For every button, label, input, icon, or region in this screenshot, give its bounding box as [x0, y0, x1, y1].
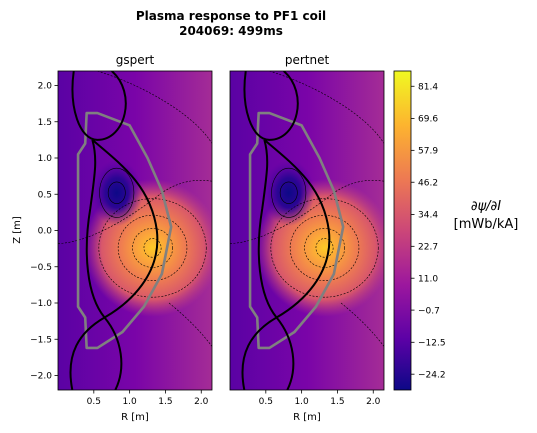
y-tick-label-3: 0.5 — [38, 190, 52, 200]
flux-minimum-pertnet — [263, 159, 315, 226]
colorbar-gradient — [394, 71, 411, 390]
flux-heatmap-gspert — [58, 71, 221, 390]
x-tick-label-2: 1.5 — [158, 397, 172, 407]
flux-minimum-gspert — [91, 159, 143, 226]
x-axis-label-gspert: R [m] — [121, 412, 149, 423]
colorbar-tick-label-0: 81.4 — [418, 82, 438, 92]
y-tick-label-6: −1.0 — [30, 299, 52, 309]
y-tick-label-4: 0.0 — [38, 227, 53, 237]
x-axis-label-pertnet: R [m] — [293, 412, 321, 423]
colorbar-tick-label-6: 11.0 — [418, 274, 438, 284]
colorbar-tick-label-3: 46.2 — [418, 178, 438, 188]
y-tick-label-5: −0.5 — [30, 263, 52, 273]
panel-title-gspert: gspert — [116, 53, 155, 67]
y-axis-label: Z [m] — [12, 216, 23, 244]
x-tick-label-1: 1.0 — [294, 397, 309, 407]
x-tick-label-0: 0.5 — [259, 397, 273, 407]
colorbar-label-symbol: ∂ψ/∂I — [471, 199, 501, 214]
x-tick-label-2: 1.5 — [330, 397, 344, 407]
colorbar-tick-label-7: −0.7 — [418, 306, 440, 316]
flux-heatmap-pertnet — [230, 71, 393, 390]
x-tick-label-3: 2.0 — [366, 397, 381, 407]
panel-title-pertnet: pertnet — [285, 53, 330, 67]
y-tick-label-7: −1.5 — [30, 335, 52, 345]
y-tick-label-8: −2.0 — [30, 372, 52, 382]
y-tick-label-2: 1.0 — [38, 154, 53, 164]
figure-title: Plasma response to PF1 coil — [136, 9, 326, 23]
figure-subtitle: 204069: 499ms — [179, 24, 283, 38]
panel-pertnet: 0.5 1.0 1.5 2.0 — [230, 71, 393, 407]
x-tick-label-0: 0.5 — [87, 397, 101, 407]
colorbar-ticks: 81.4 69.6 57.9 46.2 34.4 22.7 11.0 −0.7 −12.5 −24… — [411, 82, 446, 380]
colorbar-tick-label-4: 34.4 — [418, 211, 438, 221]
colorbar-tick-label-2: 57.9 — [418, 147, 438, 157]
colorbar-tick-label-1: 69.6 — [418, 115, 438, 125]
colorbar-tick-label-9: −24.2 — [418, 370, 446, 380]
colorbar-tick-label-5: 22.7 — [418, 243, 438, 253]
panel-gspert: 0.5 1.0 1.5 2.0 2.0 1.5 1.0 0.5 0.0 −0.5 −1.0 −1.5 −… — [30, 71, 220, 407]
colorbar-label-units: [mWb/kA] — [454, 217, 519, 232]
x-tick-label-1: 1.0 — [122, 397, 137, 407]
y-tick-label-0: 2.0 — [38, 82, 53, 92]
y-tick-label-1: 1.5 — [38, 118, 52, 128]
x-tick-label-3: 2.0 — [194, 397, 209, 407]
colorbar-tick-label-8: −12.5 — [418, 338, 446, 348]
colorbar: 81.4 69.6 57.9 46.2 34.4 22.7 11.0 −0.7 −12.5 −24… — [394, 71, 446, 390]
